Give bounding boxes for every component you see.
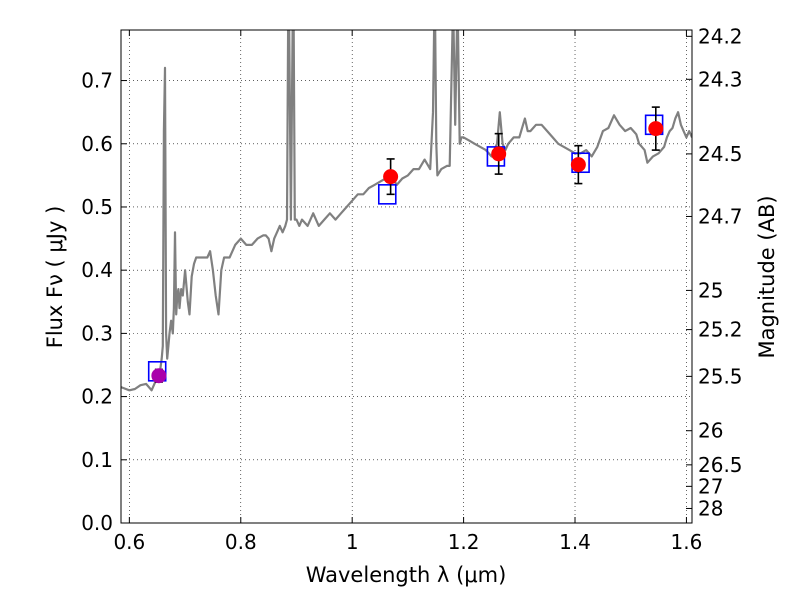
x-tick-label: 1.2 <box>448 530 480 554</box>
right-tick-label: 25.5 <box>698 364 743 388</box>
x-tick-label: 1.4 <box>559 530 591 554</box>
points-layer <box>147 106 664 384</box>
spectrum-layer <box>121 30 692 392</box>
ticks: 0.6 0.8 1 1.2 1.4 1.6 0.0 0.1 0.2 0.3 0.4 0.5 0.6 0.7… <box>81 24 742 554</box>
y-tick-label: 0.5 <box>81 195 113 219</box>
x-tick-label: 0.8 <box>225 530 257 554</box>
x-axis-title: Wavelength λ (μm) <box>306 563 507 587</box>
x-tick-label: 1 <box>346 530 359 554</box>
right-tick-label: 27 <box>698 474 723 498</box>
x-tick-label: 0.6 <box>113 530 145 554</box>
y-axis-title: Flux Fν ( μJy ) <box>43 206 67 349</box>
right-tick-label: 24.3 <box>698 67 743 91</box>
plot-area-background <box>121 30 692 523</box>
observed-flux-point <box>151 368 167 384</box>
model-flux-square <box>377 184 397 205</box>
right-tick-label: 24.2 <box>698 24 743 48</box>
right-tick-label: 24.5 <box>698 142 743 166</box>
right-tick-label: 24.7 <box>698 204 743 228</box>
y-tick-label: 0.4 <box>81 258 113 282</box>
right-tick-label: 26.5 <box>698 453 743 477</box>
observed-flux-point <box>383 169 399 185</box>
right-tick-label: 25 <box>698 278 723 302</box>
right-axis-title: Magnitude (AB) <box>755 195 779 358</box>
y-tick-label: 0.3 <box>81 321 113 345</box>
right-tick-label: 26 <box>698 419 723 443</box>
observed-flux-point <box>648 121 664 137</box>
plot-frame <box>120 29 693 524</box>
y-tick-label: 0.2 <box>81 385 113 409</box>
observed-flux-point <box>491 146 507 162</box>
y-tick-label: 0.7 <box>81 69 113 93</box>
observed-flux-point <box>570 157 586 173</box>
y-tick-label: 0.6 <box>81 132 113 156</box>
y-tick-label: 0.0 <box>81 511 113 535</box>
right-tick-label: 28 <box>698 496 723 520</box>
y-tick-label: 0.1 <box>81 448 113 472</box>
spectrum-line <box>121 30 692 392</box>
x-tick-label: 1.6 <box>671 530 703 554</box>
right-tick-label: 25.2 <box>698 318 743 342</box>
